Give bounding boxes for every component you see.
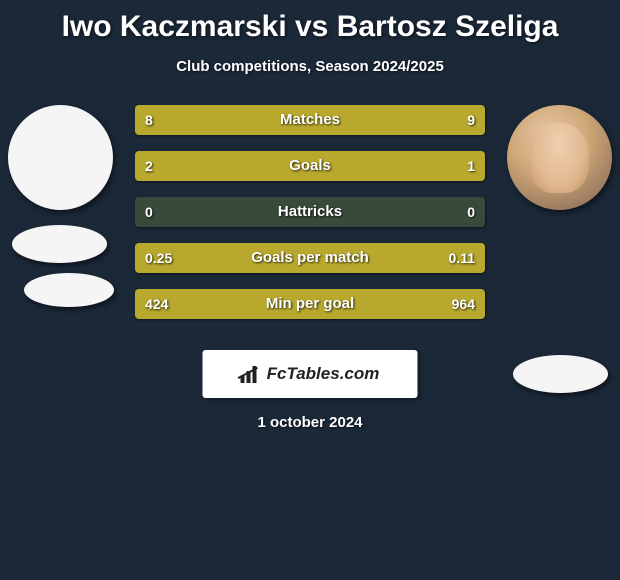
- stat-row: 21Goals: [135, 151, 485, 181]
- chart-icon: [241, 365, 263, 383]
- logo-text: FcTables.com: [267, 364, 380, 384]
- stat-label: Hattricks: [135, 197, 485, 227]
- player-right-avatar: [507, 105, 612, 210]
- player-right-flag: [513, 355, 608, 393]
- fctables-logo[interactable]: FcTables.com: [203, 350, 418, 398]
- stat-label: Min per goal: [135, 289, 485, 319]
- stat-row: 0.250.11Goals per match: [135, 243, 485, 273]
- stat-label: Matches: [135, 105, 485, 135]
- stat-row: 89Matches: [135, 105, 485, 135]
- player-left-avatar: [8, 105, 113, 210]
- page-title: Iwo Kaczmarski vs Bartosz Szeliga: [0, 0, 620, 44]
- stat-label: Goals per match: [135, 243, 485, 273]
- stat-bars: 89Matches 21Goals 00Hattricks 0.250.11Goals…: [135, 105, 485, 335]
- stat-row: 424964Min per goal: [135, 289, 485, 319]
- stat-label: Goals: [135, 151, 485, 181]
- date-label: 1 october 2024: [0, 414, 620, 431]
- subtitle: Club competitions, Season 2024/2025: [0, 58, 620, 75]
- player-left-flag: [12, 225, 107, 263]
- stat-row: 00Hattricks: [135, 197, 485, 227]
- player-left-club-flag: [24, 273, 114, 307]
